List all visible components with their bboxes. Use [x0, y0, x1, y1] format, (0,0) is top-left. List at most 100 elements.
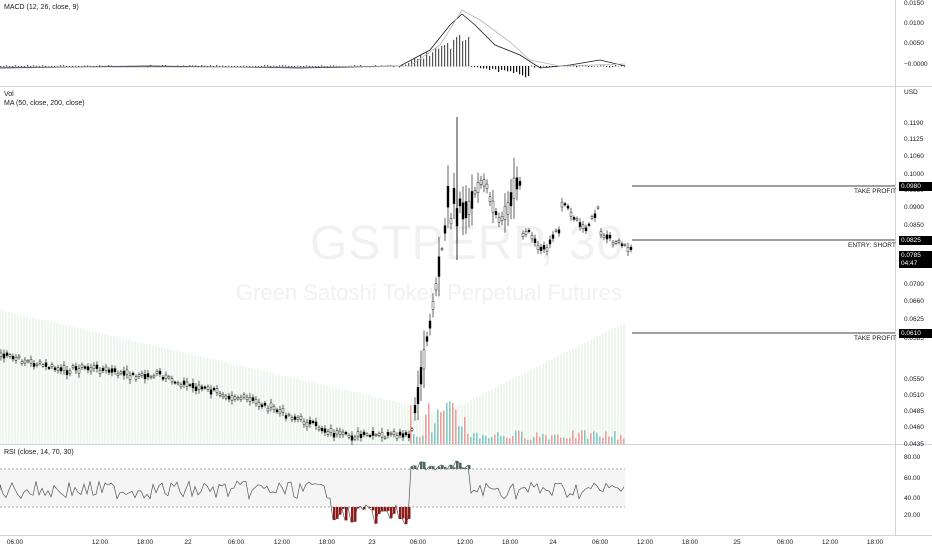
macd-histogram-bar — [579, 65, 581, 67]
candle — [479, 179, 483, 185]
volume-bar — [530, 439, 532, 444]
price-tick: 0.1125 — [904, 136, 924, 143]
macd-histogram-bar — [63, 65, 65, 67]
macd-pane[interactable]: MACD (12, 26, close, 9) — [0, 0, 895, 86]
volume-bar — [566, 438, 568, 444]
macd-histogram-bar — [45, 66, 47, 67]
macd-legend[interactable]: MACD (12, 26, close, 9) — [4, 4, 79, 11]
candle — [530, 235, 534, 240]
candle — [203, 386, 207, 389]
time-label: 06:00 — [227, 539, 245, 546]
macd-histogram-bar — [18, 66, 20, 67]
candle — [575, 218, 579, 221]
volume-bar — [476, 432, 478, 444]
volume-bar — [422, 435, 424, 444]
volume-bar — [455, 409, 457, 444]
macd-histogram-bar — [294, 66, 296, 67]
macd-histogram-bar — [60, 65, 62, 67]
macd-tick: −0.0000 — [904, 61, 928, 68]
macd-histogram-bar — [177, 65, 179, 67]
pane-divider[interactable] — [0, 86, 932, 87]
candle — [164, 374, 168, 379]
candle — [368, 435, 372, 437]
macd-histogram-bar — [282, 65, 284, 67]
volume-bar — [518, 430, 520, 444]
volume-bar — [428, 403, 430, 444]
entry-price-badge: 0.0825 — [899, 236, 932, 245]
candle — [281, 408, 285, 413]
entry-label[interactable]: ENTRY: SHORT — [848, 242, 896, 249]
volume-bar — [461, 426, 463, 444]
candle — [77, 368, 81, 374]
volume-bar — [548, 439, 550, 444]
candle — [161, 376, 165, 380]
macd-histogram-bar — [165, 65, 167, 67]
macd-histogram-bar — [474, 66, 476, 68]
rsi-oversold-fill — [354, 507, 357, 522]
volume-legend[interactable]: Vol — [4, 91, 14, 98]
take-profit-label[interactable]: TAKE PROFIT — [854, 188, 897, 195]
volume-bar — [557, 434, 559, 444]
macd-histogram-bar — [465, 40, 467, 67]
rsi-oversold-fill — [333, 507, 336, 520]
candle — [434, 283, 438, 291]
macd-histogram-bar — [450, 48, 452, 67]
macd-histogram-bar — [111, 65, 113, 67]
candle — [56, 367, 60, 371]
candle — [35, 363, 39, 366]
candle — [188, 384, 192, 387]
macd-tick: 0.0150 — [904, 0, 924, 7]
volume-bar — [539, 436, 541, 444]
take-profit-label[interactable]: TAKE PROFIT — [854, 335, 897, 342]
macd-histogram-bar — [528, 66, 530, 77]
candle — [398, 431, 402, 436]
candle — [80, 364, 84, 368]
candle — [92, 365, 96, 369]
time-label: 12:00 — [636, 539, 654, 546]
candle — [554, 229, 558, 232]
candle — [101, 367, 105, 371]
macd-histogram-bar — [609, 66, 611, 68]
candle — [593, 213, 597, 218]
rsi-overbought-fill — [411, 466, 414, 469]
candle — [125, 369, 129, 375]
macd-histogram-bar — [204, 65, 206, 67]
macd-histogram-bar — [456, 36, 458, 67]
macd-histogram-bar — [492, 66, 494, 69]
candle — [50, 364, 54, 368]
candle — [353, 436, 357, 440]
volume-bar — [482, 434, 484, 444]
volume-bar — [623, 438, 625, 444]
chart-drawing — [0, 9, 895, 526]
candle — [287, 413, 291, 416]
candle — [17, 355, 21, 359]
macd-histogram-bar — [201, 65, 203, 67]
rsi-overbought-fill — [450, 464, 453, 469]
candle — [74, 366, 78, 371]
price-pane[interactable]: Vol MA (50, close, 200, close) — [0, 87, 895, 444]
candle — [8, 354, 12, 357]
candle — [359, 433, 363, 439]
rsi-overbought-fill — [444, 466, 447, 469]
ma-legend[interactable]: MA (50, close, 200, close) — [4, 100, 85, 107]
volume-bar — [521, 431, 523, 444]
candle — [539, 246, 543, 251]
candle — [308, 420, 312, 425]
volume-bar — [485, 435, 487, 444]
volume-bar — [614, 430, 616, 444]
candle — [362, 431, 366, 435]
rsi-tick: 60.00 — [904, 475, 921, 482]
candle — [629, 246, 633, 250]
macd-histogram-bar — [306, 65, 308, 67]
volume-bar — [599, 436, 601, 444]
macd-histogram-bar — [75, 65, 77, 67]
rsi-legend[interactable]: RSI (close, 14, 70, 30) — [4, 449, 74, 456]
rsi-oversold-fill — [357, 507, 360, 509]
pane-divider[interactable] — [0, 444, 932, 445]
candle — [227, 395, 231, 400]
candle — [425, 336, 429, 342]
candle — [347, 434, 351, 438]
candle — [275, 409, 279, 413]
price-tick: 0.0435 — [904, 441, 924, 448]
macd-histogram-bar — [549, 66, 551, 67]
